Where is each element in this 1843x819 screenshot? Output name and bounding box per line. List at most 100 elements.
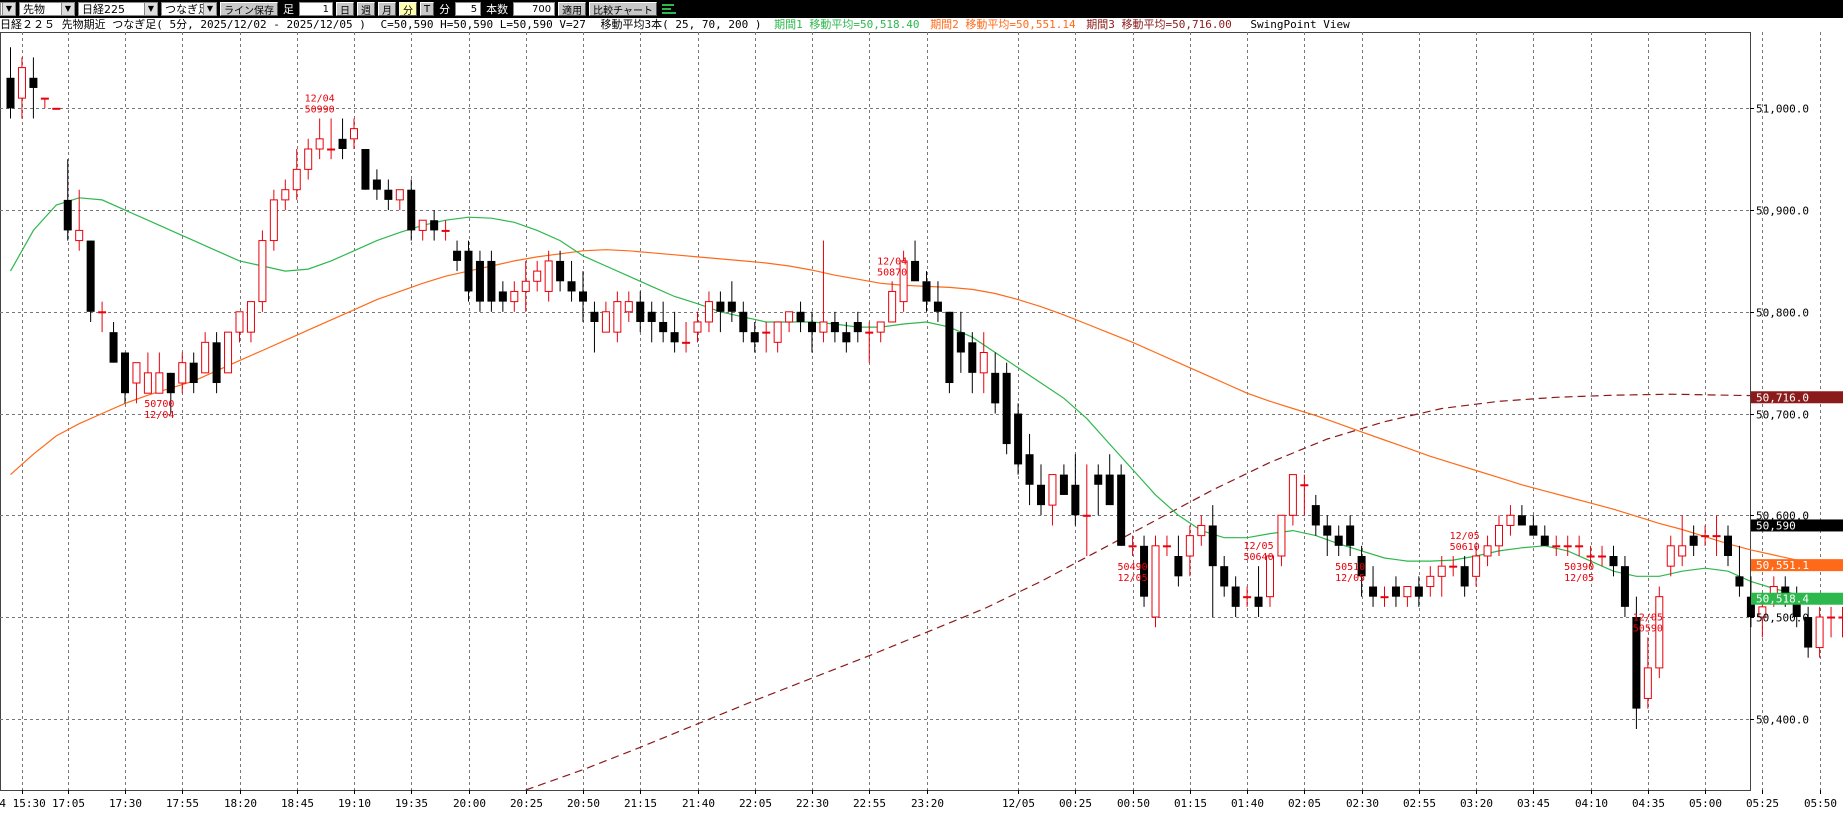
candle-body-down <box>1632 617 1641 709</box>
menu-dropdown[interactable]: ▼ <box>0 2 16 16</box>
candle-body-down <box>453 250 462 261</box>
swing-point-date: 12/04 <box>877 256 907 267</box>
candle-body-up <box>510 290 519 303</box>
candle-body-up <box>17 67 26 99</box>
candle-body-up <box>1472 555 1481 577</box>
candle-body-down <box>1254 596 1263 607</box>
month-button[interactable]: 月 <box>378 2 396 17</box>
candle-body-up <box>1197 524 1206 537</box>
x-tick-label: 03:45 <box>1517 797 1550 810</box>
x-tick-label: 01:40 <box>1231 797 1264 810</box>
candle-body-down <box>1140 545 1149 597</box>
y-tick-label: 50,500.0 <box>1756 612 1809 625</box>
day-button[interactable]: 日 <box>336 2 354 17</box>
apply-button[interactable]: 適用 <box>558 2 587 17</box>
candle-body-up <box>693 321 702 333</box>
candle-body-down <box>1002 372 1011 445</box>
interval-input[interactable]: 1 <box>299 2 333 16</box>
x-tick-label: 22:30 <box>796 797 829 810</box>
tick-button[interactable]: T <box>420 2 435 16</box>
symbol-select[interactable]: 日経225 ▼ <box>78 2 158 16</box>
indicator-icon[interactable] <box>660 2 678 16</box>
candle-body-up <box>1495 524 1503 547</box>
minutes-input[interactable]: 5 <box>455 2 482 16</box>
candle-body-up <box>762 331 771 334</box>
candle-body-up <box>224 331 233 374</box>
chart-title: 日経２２５ 先物期近 つなぎ足( 5分, 2025/12/02 - 2025/1… <box>0 18 366 31</box>
x-tick-label: 02:05 <box>1288 797 1321 810</box>
candle-body-down <box>464 250 473 292</box>
bar-type-select[interactable]: つなぎ足 ▼ <box>161 2 217 16</box>
symbol-select-value: 日経225 <box>82 3 125 16</box>
candle-body-down <box>579 291 587 302</box>
candle-body-up <box>1288 474 1297 516</box>
candle-body-down <box>945 311 954 384</box>
candle-body-up <box>1586 555 1595 558</box>
market-select-value: 先物 <box>23 3 45 16</box>
count-input[interactable]: 700 <box>513 2 556 16</box>
candle-body-up <box>1575 545 1584 548</box>
week-button[interactable]: 週 <box>357 2 375 17</box>
candle-body-down <box>933 301 942 312</box>
candle-body-down <box>1804 617 1813 648</box>
candle-body-down <box>1071 484 1080 516</box>
price-tag <box>1751 391 1843 404</box>
minute-button[interactable]: 分 <box>399 2 417 17</box>
x-tick-label: 17:30 <box>109 797 142 810</box>
candle-body-down <box>1208 525 1217 567</box>
candle-body-down <box>556 260 565 282</box>
ma25-line <box>9 197 1843 600</box>
ma2-readout: 期間2 移動平均=50,551.14 <box>930 18 1076 31</box>
price-tag-label: 50,551.1 <box>1756 559 1809 572</box>
price-tag-label: 50,716.0 <box>1756 391 1809 404</box>
candle-body-down <box>911 260 920 282</box>
candle-body-down <box>1414 586 1423 597</box>
candle-body-up <box>1266 555 1274 598</box>
x-tick-label: 18:45 <box>281 797 314 810</box>
candle-body-down <box>1746 596 1755 618</box>
candle-body-up <box>601 311 610 333</box>
market-select[interactable]: 先物 ▼ <box>19 2 75 16</box>
x-tick-label: 04:35 <box>1632 797 1665 810</box>
candle-body-up <box>418 219 427 231</box>
ma-header: 移動平均3本( 25, 70, 200 ) <box>600 18 762 31</box>
candle-body-down <box>361 149 370 190</box>
candle-body-down <box>1174 555 1183 577</box>
candle-body-up <box>1552 545 1561 548</box>
candle-body-down <box>384 189 393 200</box>
swing-point-date: 12/05 <box>1450 531 1480 542</box>
save-line-button[interactable]: ライン保存 <box>220 2 278 17</box>
candle-body-down <box>567 281 576 292</box>
candlestick-chart[interactable]: 12/04509905070012/0412/04508705049012/05… <box>0 32 1843 819</box>
swing-point-price: 50990 <box>305 104 335 115</box>
compare-chart-button[interactable]: 比較チャート <box>589 2 658 17</box>
x-tick-label: 20:25 <box>510 797 543 810</box>
swing-point-date: 12/04 <box>144 410 174 421</box>
chevron-down-icon: ▼ <box>203 3 216 15</box>
candle-body-down <box>166 372 175 394</box>
price-tag-label: 50,518.4 <box>1756 593 1809 606</box>
candle-body-down <box>1792 596 1801 618</box>
candle-body-down <box>212 342 221 384</box>
x-tick-label: 03:20 <box>1460 797 1493 810</box>
x-tick-label: 22:55 <box>853 797 886 810</box>
candle-body-up <box>75 229 84 242</box>
candle-body-up <box>613 301 622 333</box>
candles <box>6 47 1843 729</box>
candle-body-down <box>1323 525 1332 536</box>
candle-body-down <box>1735 576 1744 587</box>
swing-point-price: 50490 <box>1118 562 1148 573</box>
candle-body-up <box>1563 545 1572 548</box>
y-tick-label: 50,900.0 <box>1756 205 1809 218</box>
candle-body-up <box>1277 514 1286 557</box>
candle-body-up <box>1827 616 1836 619</box>
candle-body-down <box>1689 535 1698 546</box>
candle-body-up <box>304 148 313 170</box>
candle-body-down <box>968 342 977 373</box>
candle-body-down <box>407 189 416 231</box>
candle-body-up <box>269 199 278 242</box>
chevron-down-icon: ▼ <box>61 3 74 15</box>
candle-body-up <box>899 260 908 303</box>
swing-point-date: 12/05 <box>1243 541 1273 552</box>
candle-body-down <box>29 77 38 88</box>
